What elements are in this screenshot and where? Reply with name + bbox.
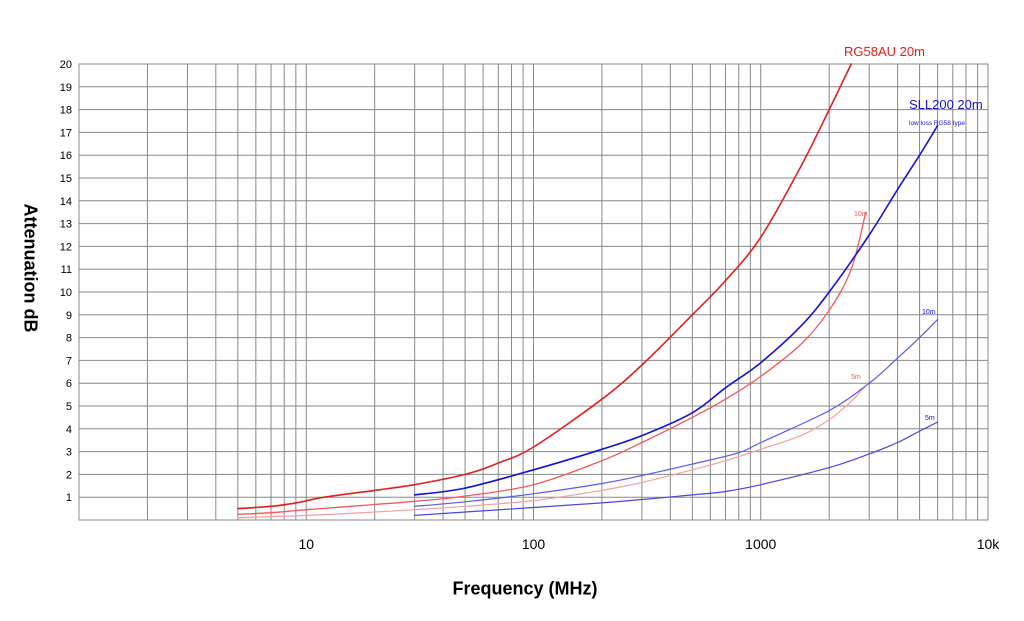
- annotations: RG58AU 20m SLL200 20m low loss RG58 type 10…: [844, 44, 983, 422]
- sll200-10m-label: 10m: [922, 309, 936, 316]
- y-tick-label: 9: [66, 310, 72, 322]
- sll200-20m-line: [413, 124, 939, 496]
- y-tick-label: 18: [60, 105, 72, 117]
- y-tick-label: 8: [66, 333, 72, 345]
- y-tick-label: 3: [66, 447, 72, 459]
- rg58-5m-line: [237, 384, 867, 519]
- x-tick-label: 10k: [977, 536, 1001, 552]
- rg58au-20m-label: RG58AU 20m: [844, 44, 925, 59]
- y-tick-label: 2: [66, 469, 72, 481]
- sll200-5m-line: [414, 421, 939, 516]
- y-tick-label: 16: [60, 150, 72, 162]
- y-tick-label: 20: [60, 59, 72, 71]
- rg58-5m-label: 5m: [851, 374, 861, 381]
- sll200-5m-label: 5m: [925, 415, 935, 422]
- y-tick-label: 19: [60, 82, 72, 94]
- x-tick-label: 10: [298, 536, 314, 552]
- sll200-20m-label: SLL200 20m: [909, 97, 983, 112]
- y-tick-label: 11: [61, 264, 72, 276]
- y-tick-label: 7: [66, 355, 72, 367]
- y-tick-label: 5: [66, 401, 72, 413]
- y-tick-label: 4: [66, 424, 72, 436]
- x-tick-label: 100: [522, 536, 546, 552]
- y-tick-label: 15: [60, 173, 72, 185]
- grid: [78, 63, 989, 521]
- x-tick-label: 1000: [745, 536, 776, 552]
- sll200-10m-line: [414, 318, 939, 507]
- y-tick-label: 6: [66, 378, 72, 390]
- y-tick-label: 14: [60, 196, 72, 208]
- y-tick-label: 17: [60, 127, 72, 139]
- y-axis-label: Attenuation dB: [20, 203, 41, 333]
- rg58-10m-line: [237, 211, 867, 515]
- y-tick-label: 12: [60, 241, 72, 253]
- y-tick-label: 10: [60, 287, 72, 299]
- x-axis-label: Frequency (MHz): [452, 578, 598, 599]
- y-tick-label: 13: [60, 219, 72, 231]
- series-lines: [237, 63, 939, 519]
- low-loss-note-label: low loss RG58 type: [909, 120, 965, 127]
- rg58-20m-line: [237, 63, 852, 510]
- y-tick-label: 1: [66, 492, 72, 504]
- rg58-10m-label: 10m: [854, 211, 868, 218]
